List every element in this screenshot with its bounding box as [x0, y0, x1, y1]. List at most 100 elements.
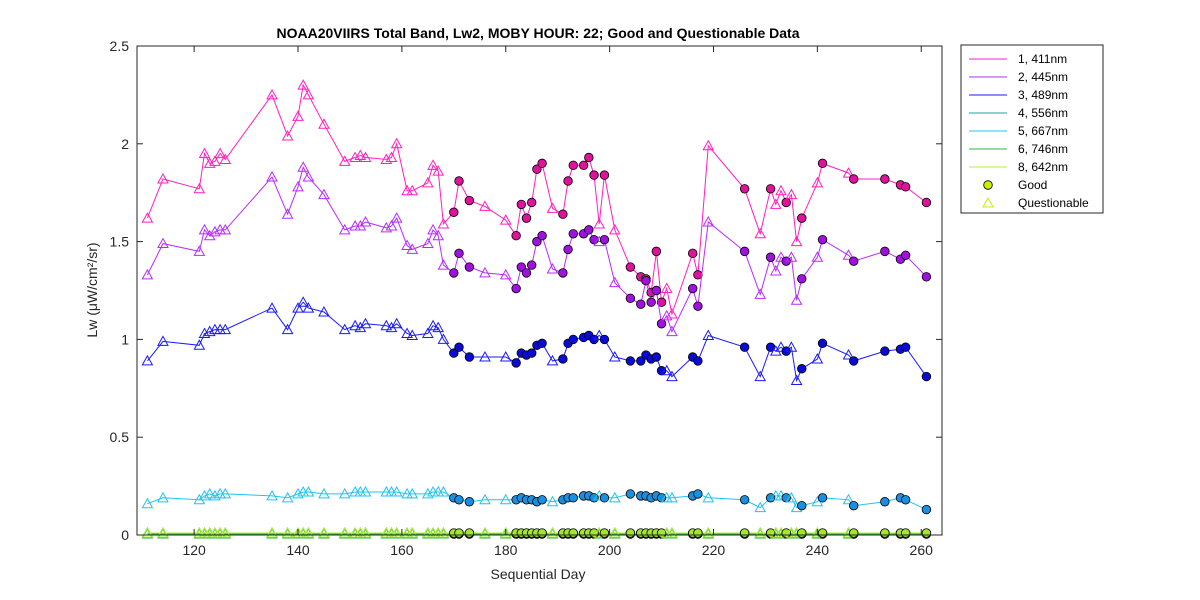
data-point-good [449, 207, 459, 217]
data-point-good [568, 229, 578, 239]
data-point-good [584, 152, 594, 163]
data-point-questionable [338, 527, 351, 538]
y-tick-label: 0 [121, 527, 129, 543]
data-point-questionable [842, 349, 855, 360]
data-point-questionable [385, 219, 398, 231]
data-point-questionable [141, 527, 154, 538]
data-point-questionable [754, 527, 767, 538]
y-tick-label: 0.5 [110, 429, 130, 445]
data-point-questionable [281, 323, 294, 335]
data-point-questionable [608, 276, 621, 288]
data-point-good [568, 334, 578, 345]
data-point-questionable [499, 527, 512, 538]
data-point-good [599, 234, 610, 245]
data-point-questionable [437, 527, 450, 538]
data-point-questionable [775, 251, 787, 262]
data-point-good [921, 197, 932, 208]
data-point-good [516, 199, 527, 210]
data-point-questionable [775, 341, 787, 352]
data-point-good [781, 493, 791, 503]
data-point-good [464, 352, 475, 362]
data-point-questionable [141, 354, 154, 366]
data-point-good [880, 174, 890, 184]
data-point-questionable [437, 259, 450, 270]
data-point-questionable [203, 325, 216, 337]
x-tick-label: 120 [182, 542, 206, 558]
data-point-questionable [790, 235, 803, 247]
data-point-questionable [660, 364, 673, 376]
data-point-questionable [406, 329, 419, 340]
data-point-good [589, 170, 599, 180]
y-axis: 0 0.5 1 1.5 2 2.5 [110, 38, 942, 543]
data-point-questionable [775, 184, 787, 196]
data-point-questionable [292, 302, 304, 313]
series-5-667nm [141, 485, 932, 515]
data-point-questionable [157, 237, 169, 249]
data-point-good [900, 250, 911, 260]
data-point-good [537, 231, 547, 241]
data-point-questionable [390, 212, 403, 223]
data-point-good [849, 528, 859, 538]
data-point-questionable [702, 527, 715, 538]
data-point-questionable [427, 159, 439, 170]
data-point-good [765, 184, 776, 194]
legend-label: 6, 746nm [1018, 142, 1068, 156]
data-point-good [781, 197, 791, 208]
data-point-good [537, 495, 547, 505]
data-point-good [464, 195, 475, 206]
data-point-questionable [318, 487, 330, 499]
data-point-questionable [349, 151, 361, 162]
data-point-questionable [380, 153, 393, 164]
x-axis-label: Sequential Day [491, 566, 586, 582]
data-point-good [454, 528, 464, 538]
data-point-good [537, 158, 547, 169]
data-point-good [921, 504, 932, 515]
data-point-questionable [811, 176, 824, 188]
data-point-questionable [406, 184, 419, 196]
x-tick-label: 200 [598, 542, 622, 558]
data-point-good [921, 528, 932, 538]
data-point-questionable [354, 321, 367, 333]
legend-label-questionable: Questionable [1018, 196, 1089, 210]
data-point-questionable [302, 302, 315, 313]
data-point-questionable [302, 171, 315, 182]
data-point-questionable [157, 527, 169, 538]
data-point-questionable [479, 527, 491, 538]
data-point-good [921, 272, 932, 282]
data-point-good [532, 236, 542, 247]
plot-area [137, 46, 942, 535]
data-point-good [656, 297, 667, 307]
data-point-questionable [157, 172, 169, 184]
data-point-good [641, 276, 651, 286]
data-point-good [817, 338, 828, 349]
data-point-good [625, 356, 636, 366]
data-point-questionable [608, 350, 621, 362]
data-point-good [693, 528, 703, 538]
data-point-good [563, 244, 573, 255]
data-point-questionable [338, 223, 351, 235]
data-point-questionable [437, 485, 450, 497]
data-point-questionable [785, 491, 798, 503]
data-point-questionable [219, 487, 232, 499]
data-point-good [880, 497, 890, 507]
data-point-questionable [359, 317, 372, 329]
data-point-questionable [203, 229, 216, 241]
data-point-good [656, 528, 667, 538]
data-point-questionable [421, 237, 434, 249]
data-point-questionable [702, 329, 715, 340]
data-point-questionable [406, 487, 419, 499]
data-point-good [527, 260, 537, 270]
data-point-questionable [338, 155, 351, 166]
data-point-good [599, 493, 610, 503]
data-point-questionable [318, 305, 330, 317]
data-point-questionable [214, 147, 226, 159]
data-point-questionable [546, 262, 559, 274]
data-point-good [656, 493, 667, 503]
data-point-good [900, 495, 911, 505]
data-point-questionable [666, 491, 678, 503]
data-point-questionable [811, 251, 824, 262]
data-point-questionable [593, 329, 606, 340]
data-point-questionable [406, 527, 419, 538]
data-point-questionable [660, 282, 673, 294]
data-point-questionable [349, 319, 361, 331]
